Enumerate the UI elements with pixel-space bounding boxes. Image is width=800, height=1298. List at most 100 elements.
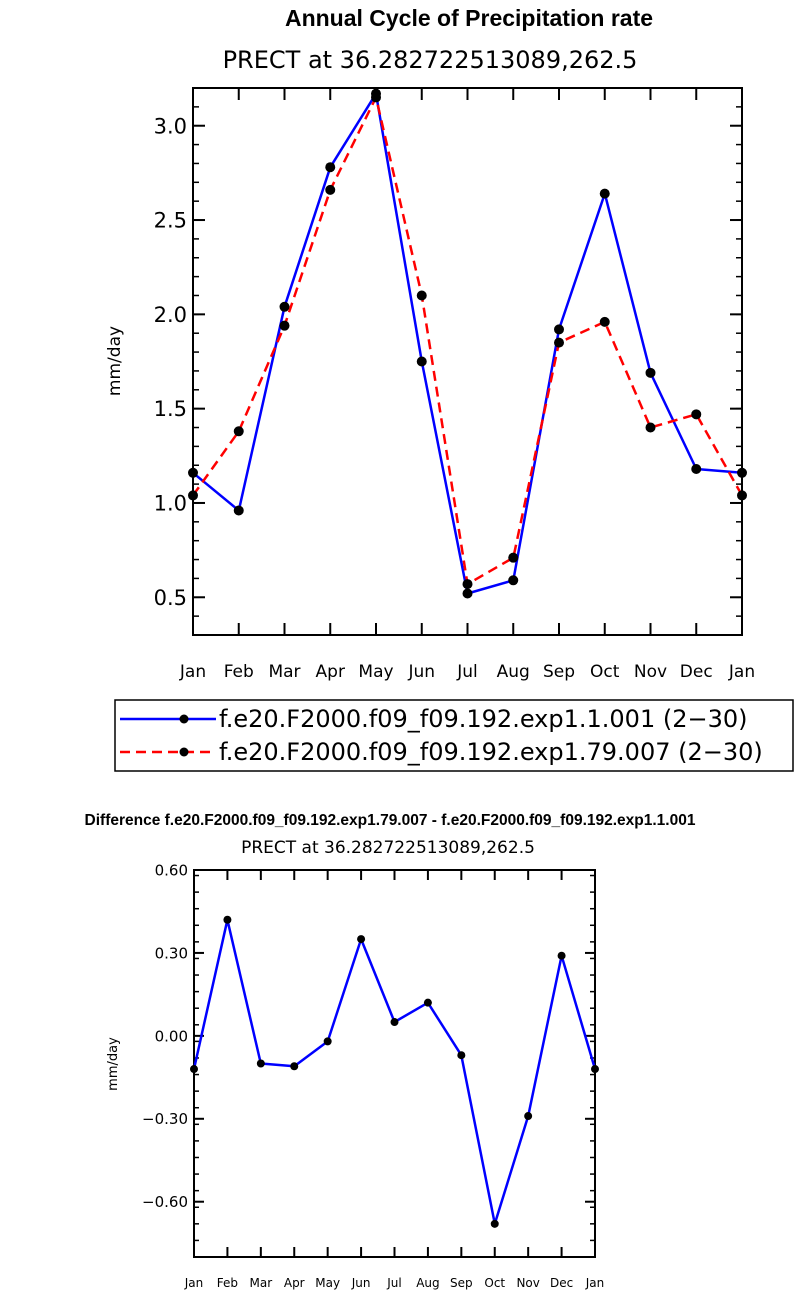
series-1-point bbox=[323, 1037, 332, 1046]
x-tick-label: Jul bbox=[386, 1276, 401, 1290]
x-tick-label: May bbox=[358, 662, 393, 682]
bottom-plot-frame bbox=[193, 869, 596, 1258]
series-1-point bbox=[256, 1059, 265, 1068]
x-tick-label: Dec bbox=[550, 1276, 573, 1290]
x-tick-label: Sep bbox=[450, 1276, 473, 1290]
y-tick-label: −0.30 bbox=[142, 1110, 188, 1128]
series-1-point bbox=[557, 951, 566, 960]
series-2-point bbox=[416, 290, 427, 301]
y-tick-label: 0.00 bbox=[155, 1027, 188, 1045]
x-tick-label: Oct bbox=[484, 1276, 505, 1290]
series-2-point bbox=[737, 490, 747, 501]
bottom-y-ticks: −0.60 −0.30 0.00 0.30 0.60 bbox=[142, 861, 595, 1258]
y-tick-label: 2.5 bbox=[154, 209, 187, 233]
series-2-point bbox=[371, 92, 381, 103]
series-2-point bbox=[599, 316, 610, 327]
x-tick-label: Sep bbox=[543, 662, 575, 682]
x-tick-label: Dec bbox=[680, 662, 713, 682]
series-1-point bbox=[457, 1051, 466, 1060]
x-tick-label: Jun bbox=[407, 662, 435, 682]
y-tick-label: 0.5 bbox=[154, 586, 187, 610]
top-chart-title: Annual Cycle of Precipitation rate bbox=[285, 5, 653, 31]
top-y-ticks: 0.5 1.0 1.5 2.0 2.5 3.0 bbox=[154, 87, 742, 636]
series-1-point bbox=[462, 588, 473, 599]
legend-marker-series-1 bbox=[179, 714, 189, 724]
series-line-2 bbox=[191, 96, 744, 586]
x-tick-label: Jan bbox=[728, 662, 755, 682]
x-tick-label: Jan bbox=[184, 1276, 204, 1290]
series-2-point bbox=[554, 337, 564, 348]
series-1-point bbox=[190, 1065, 198, 1074]
series-1-point bbox=[490, 1219, 499, 1228]
bottom-series-lines bbox=[190, 915, 599, 1228]
series-1-point bbox=[554, 324, 564, 335]
top-chart-subtitle: PRECT at 36.282722513089,262.5 bbox=[223, 46, 638, 74]
x-tick-label: Apr bbox=[284, 1276, 305, 1290]
bottom-chart: Difference f.e20.F2000.f09_f09.192.exp1.… bbox=[85, 812, 696, 1290]
x-tick-label: Jan bbox=[179, 662, 206, 682]
series-1-point bbox=[290, 1062, 299, 1071]
series-2-point bbox=[462, 579, 473, 590]
series-line-1 bbox=[192, 92, 743, 595]
x-tick-label: Nov bbox=[516, 1276, 539, 1290]
x-tick-label: Jul bbox=[456, 662, 478, 682]
series-1-point bbox=[423, 998, 432, 1007]
x-tick-label: Aug bbox=[497, 662, 530, 682]
series-2-point bbox=[508, 552, 519, 563]
y-tick-label: 2.0 bbox=[154, 303, 187, 327]
x-tick-label: Feb bbox=[217, 1276, 238, 1290]
series-2-point bbox=[188, 490, 198, 501]
x-tick-label: Jan bbox=[585, 1276, 605, 1290]
y-tick-label: 0.60 bbox=[155, 861, 188, 879]
series-1-point bbox=[390, 1018, 399, 1027]
bottom-x-ticks: Jan Feb Mar Apr May Jun Jul Aug Sep Oct Nov Dec Jan bbox=[184, 870, 605, 1290]
y-tick-label: 0.30 bbox=[155, 944, 188, 962]
series-line-1 bbox=[192, 918, 597, 1226]
y-tick-label: 3.0 bbox=[154, 114, 187, 138]
y-tick-label: 1.0 bbox=[154, 492, 187, 516]
x-tick-label: Nov bbox=[634, 662, 667, 682]
series-1-point bbox=[508, 575, 519, 586]
series-1-point bbox=[591, 1065, 599, 1074]
series-1-point bbox=[599, 188, 610, 199]
series-2-point bbox=[325, 184, 336, 195]
x-tick-label: May bbox=[315, 1276, 340, 1290]
series-1-point bbox=[691, 464, 702, 475]
top-plot-frame bbox=[192, 87, 743, 636]
legend-marker-series-2 bbox=[179, 747, 189, 757]
x-tick-label: Mar bbox=[268, 662, 300, 682]
legend-label-series-2: f.e20.F2000.f09_f09.192.exp1.79.007 (2−3… bbox=[219, 738, 763, 766]
series-1-point bbox=[233, 505, 244, 516]
x-tick-label: Jun bbox=[351, 1276, 371, 1290]
series-1-point bbox=[223, 915, 232, 924]
top-legend: f.e20.F2000.f09_f09.192.exp1.1.001 (2−30… bbox=[114, 699, 794, 772]
series-2-point bbox=[233, 426, 244, 437]
top-chart-ylabel: mm/day bbox=[105, 326, 125, 396]
series-1-point bbox=[737, 467, 747, 478]
x-tick-label: Feb bbox=[224, 662, 254, 682]
x-tick-label: Mar bbox=[250, 1276, 273, 1290]
top-legend-box bbox=[114, 699, 794, 772]
x-tick-label: Apr bbox=[316, 662, 345, 682]
series-2-point bbox=[279, 320, 290, 331]
series-1-point bbox=[524, 1112, 533, 1121]
series-1-point bbox=[188, 467, 198, 478]
top-chart: Annual Cycle of Precipitation rate PRECT… bbox=[105, 5, 794, 772]
series-2-point bbox=[691, 409, 702, 420]
x-tick-label: Oct bbox=[590, 662, 620, 682]
series-1-point bbox=[279, 301, 290, 312]
legend-label-series-1: f.e20.F2000.f09_f09.192.exp1.1.001 (2−30… bbox=[219, 705, 747, 733]
series-2-point bbox=[645, 422, 656, 433]
series-1-point bbox=[357, 935, 366, 944]
x-tick-label: Aug bbox=[416, 1276, 439, 1290]
bottom-chart-title: Difference f.e20.F2000.f09_f09.192.exp1.… bbox=[85, 812, 696, 829]
y-tick-label: 1.5 bbox=[154, 397, 187, 421]
y-tick-label: −0.60 bbox=[142, 1193, 188, 1211]
top-x-ticks: Jan Feb Mar Apr May Jun Jul Aug Sep Oct Nov Dec Jan bbox=[179, 88, 755, 682]
bottom-chart-ylabel: mm/day bbox=[106, 1037, 121, 1091]
series-1-point bbox=[645, 367, 656, 378]
bottom-chart-subtitle: PRECT at 36.282722513089,262.5 bbox=[241, 838, 535, 858]
top-series-lines bbox=[188, 88, 747, 599]
series-1-point bbox=[325, 162, 336, 173]
